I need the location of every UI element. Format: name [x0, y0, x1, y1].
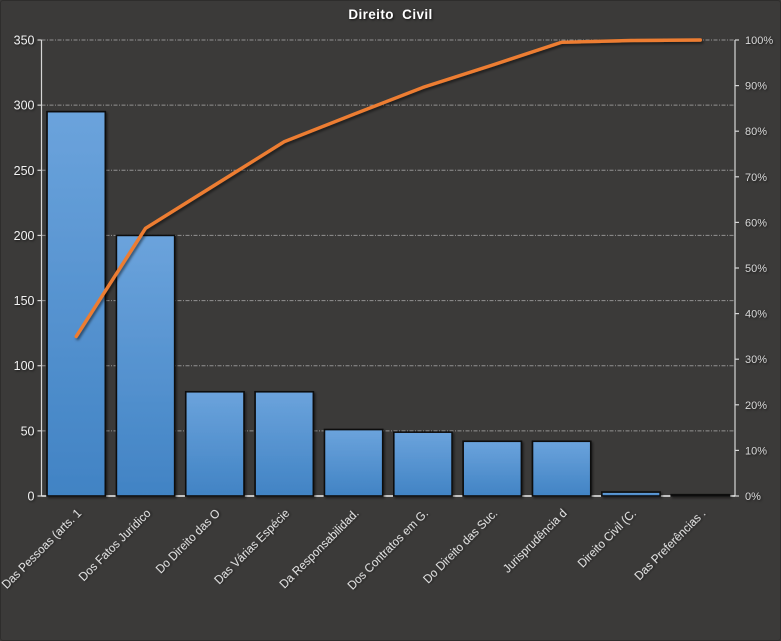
right-axis-label: 90% [745, 81, 767, 93]
left-axis-label: 100 [14, 359, 35, 373]
category-label-3: Do Direito das O [154, 508, 223, 577]
bar-series[interactable] [46, 110, 731, 497]
right-axis-label: 50% [745, 263, 767, 275]
left-axis-label: 150 [14, 294, 35, 308]
category-label-10: Das Preferências . [633, 508, 708, 583]
bar-5[interactable] [323, 428, 384, 497]
right-axis-label: 70% [745, 172, 767, 184]
right-axis-label: 60% [745, 217, 767, 229]
left-axis-label: 300 [14, 99, 35, 113]
category-label-4: Das Várias Espécie [213, 508, 292, 587]
right-axis-label: 40% [745, 309, 767, 321]
left-axis-label: 350 [14, 34, 35, 48]
left-axis-label: 250 [14, 164, 35, 178]
bar-7[interactable] [462, 440, 523, 497]
bar-4[interactable] [254, 390, 315, 497]
category-label-9: Direito Civil (C. [576, 508, 639, 571]
category-label-2: Dos Fatos Jurídico [77, 508, 153, 584]
right-axis-label: 30% [745, 354, 767, 366]
right-axis-label: 100% [745, 35, 773, 47]
bar-3[interactable] [184, 390, 245, 497]
bar-9[interactable] [601, 491, 661, 497]
left-axis-label: 0 [28, 490, 35, 504]
category-label-8: Jurisprudência d [502, 508, 570, 576]
right-axis-label: 20% [745, 400, 767, 412]
left-axis-label: 200 [14, 229, 35, 243]
category-label-1: Das Pessoas (arts. 1 [0, 508, 84, 592]
right-axis-label: 80% [745, 126, 767, 138]
category-label-5: Da Responsabilidad. [278, 508, 362, 592]
gridlines [41, 39, 735, 432]
bar-10[interactable] [670, 493, 731, 497]
category-label-6: Dos Contratos em G. [346, 508, 431, 593]
category-label-7: Do Direito das Suc. [422, 508, 501, 587]
chart-title: Direito Civil [348, 7, 433, 22]
cumulative-line[interactable] [74, 38, 702, 339]
bar-2[interactable] [115, 234, 176, 497]
right-axis-label: 0% [745, 491, 761, 503]
left-axis-label: 50 [21, 424, 35, 438]
right-axis-label: 10% [745, 445, 767, 457]
bar-6[interactable] [392, 431, 453, 497]
bar-8[interactable] [531, 440, 592, 497]
